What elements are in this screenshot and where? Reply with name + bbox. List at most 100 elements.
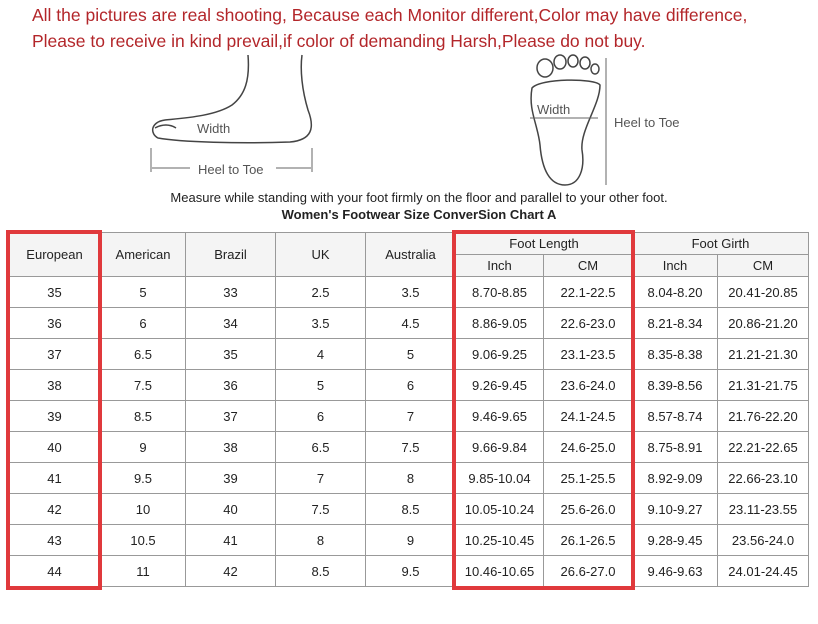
table-cell: 9.06-9.25 [455, 338, 544, 370]
side-foot-illustration [150, 54, 313, 172]
table-cell: 10.05-10.24 [455, 493, 544, 525]
table-cell: 3.5 [365, 276, 456, 308]
table-cell: 2.5 [275, 276, 366, 308]
foot-measure-diagram [150, 54, 607, 186]
table-cell: 8.04-8.20 [632, 276, 718, 308]
table-cell: 8.86-9.05 [455, 307, 544, 339]
table-cell: 38 [8, 369, 101, 401]
table-cell: 10 [100, 493, 186, 525]
table-cell: 42 [8, 493, 101, 525]
table-cell: 10.46-10.65 [455, 555, 544, 587]
notice-line-2: Please to receive in kind prevail,if col… [32, 31, 646, 51]
table-cell: 8.5 [365, 493, 456, 525]
table-cell: 22.66-23.10 [717, 462, 809, 494]
table-cell: 7.5 [100, 369, 186, 401]
table-cell: 22.1-22.5 [543, 276, 633, 308]
table-cell: 9.46-9.63 [632, 555, 718, 587]
table-cell: 11 [100, 555, 186, 587]
table-cell: 8.21-8.34 [632, 307, 718, 339]
table-row: 44 11 42 8.5 9.5 10.46-10.65 26.6-27.0 9.46-9.6… [8, 555, 809, 587]
sole-width-label: Width [537, 102, 571, 117]
table-cell: 9.66-9.84 [455, 431, 544, 463]
table-cell: 7 [365, 400, 456, 432]
table-row: 37 6.5 35 4 5 9.06-9.25 23.1-23.5 8.35-8.38 21.2… [8, 338, 809, 370]
measure-instruction: Measure while standing with your foot fi… [170, 190, 668, 205]
table-cell: 20.41-20.85 [717, 276, 809, 308]
table-cell: 26.1-26.5 [543, 524, 633, 556]
table-cell: 8.70-8.85 [455, 276, 544, 308]
table-cell: 22.21-22.65 [717, 431, 809, 463]
table-cell: 37 [8, 338, 101, 370]
table-row: 38 7.5 36 5 6 9.26-9.45 23.6-24.0 8.39-8.56 21.3… [8, 369, 809, 401]
table-cell: 21.76-22.20 [717, 400, 809, 432]
table-cell: 21.21-21.30 [717, 338, 809, 370]
sole-foot-illustration [530, 54, 607, 186]
table-cell: 6 [275, 400, 366, 432]
table-cell: 5 [100, 276, 186, 308]
table-cell: 8.39-8.56 [632, 369, 718, 401]
header-brazil: Brazil [185, 232, 276, 277]
table-cell: 7.5 [365, 431, 456, 463]
table-cell: 7 [275, 462, 366, 494]
table-cell: 9.85-10.04 [455, 462, 544, 494]
table-row: 40 9 38 6.5 7.5 9.66-9.84 24.6-25.0 8.75-8.91 22… [8, 431, 809, 463]
table-cell: 23.1-23.5 [543, 338, 633, 370]
table-cell: 21.31-21.75 [717, 369, 809, 401]
side-length-label: Heel to Toe [198, 162, 264, 177]
header-australia: Australia [365, 232, 456, 277]
subheader-length-cm: CM [543, 254, 633, 277]
table-cell: 9.5 [365, 555, 456, 587]
table-cell: 8.75-8.91 [632, 431, 718, 463]
table-cell: 25.1-25.5 [543, 462, 633, 494]
table-cell: 8.5 [275, 555, 366, 587]
table-row: 35 5 33 2.5 3.5 8.70-8.85 22.1-22.5 8.04-8.20 20… [8, 276, 809, 308]
table-cell: 4 [275, 338, 366, 370]
table-cell: 24.6-25.0 [543, 431, 633, 463]
table-cell: 41 [185, 524, 276, 556]
header-european: European [8, 232, 101, 277]
table-cell: 9 [365, 524, 456, 556]
table-cell: 3.5 [275, 307, 366, 339]
table-row: 41 9.5 39 7 8 9.85-10.04 25.1-25.5 8.92-9.09 22.… [8, 462, 809, 494]
subheader-girth-cm: CM [717, 254, 809, 277]
table-cell: 6.5 [275, 431, 366, 463]
table-cell: 35 [8, 276, 101, 308]
sole-length-label: Heel to Toe [614, 115, 680, 130]
table-cell: 43 [8, 524, 101, 556]
table-cell: 6 [365, 369, 456, 401]
table-cell: 8 [275, 524, 366, 556]
table-cell: 24.01-24.45 [717, 555, 809, 587]
table-cell: 6.5 [100, 338, 186, 370]
table-cell: 24.1-24.5 [543, 400, 633, 432]
table-cell: 39 [185, 462, 276, 494]
table-cell: 40 [185, 493, 276, 525]
header-foot-length: Foot Length [455, 232, 633, 255]
side-width-label: Width [197, 121, 231, 136]
table-cell: 8.92-9.09 [632, 462, 718, 494]
table-cell: 25.6-26.0 [543, 493, 633, 525]
table-cell: 10.25-10.45 [455, 524, 544, 556]
table-cell: 8.35-8.38 [632, 338, 718, 370]
table-row: 39 8.5 37 6 7 9.46-9.65 24.1-24.5 8.57-8.74 21.7… [8, 400, 809, 432]
table-cell: 23.56-24.0 [717, 524, 809, 556]
table-row: 36 6 34 3.5 4.5 8.86-9.05 22.6-23.0 8.21-8.34 20… [8, 307, 809, 339]
notice-line-1: All the pictures are real shooting, Beca… [32, 5, 748, 25]
table-cell: 36 [185, 369, 276, 401]
table-cell: 9.10-9.27 [632, 493, 718, 525]
table-cell: 38 [185, 431, 276, 463]
subheader-length-inch: Inch [455, 254, 544, 277]
table-cell: 9 [100, 431, 186, 463]
table-cell: 34 [185, 307, 276, 339]
table-cell: 9.5 [100, 462, 186, 494]
table-cell: 23.6-24.0 [543, 369, 633, 401]
table-cell: 4.5 [365, 307, 456, 339]
table-row: 43 10.5 41 8 9 10.25-10.45 26.1-26.5 9.28-9.45 2… [8, 524, 809, 556]
header-foot-girth: Foot Girth [632, 232, 809, 255]
table-cell: 9.26-9.45 [455, 369, 544, 401]
table-cell: 22.6-23.0 [543, 307, 633, 339]
table-cell: 9.46-9.65 [455, 400, 544, 432]
subheader-girth-inch: Inch [632, 254, 718, 277]
table-cell: 35 [185, 338, 276, 370]
table-cell: 44 [8, 555, 101, 587]
table-cell: 5 [275, 369, 366, 401]
